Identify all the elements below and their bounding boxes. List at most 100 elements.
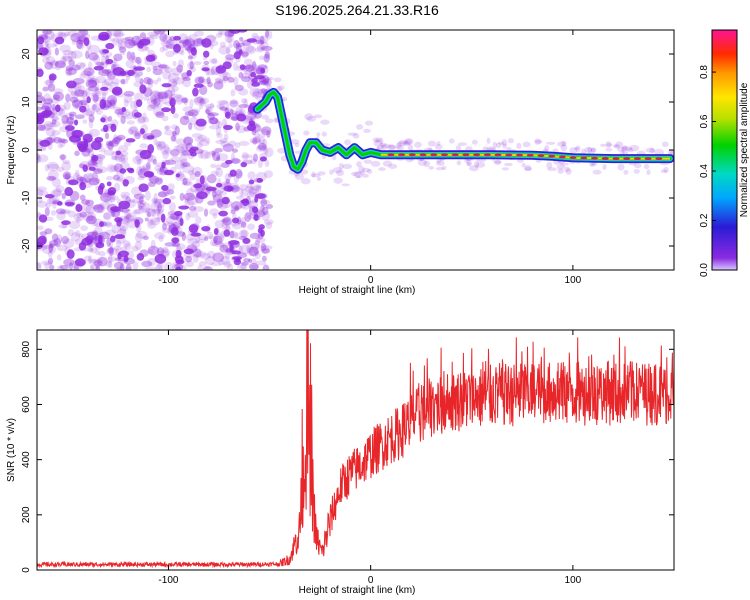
noise-blob	[152, 65, 158, 71]
noise-blob	[153, 30, 166, 35]
noise-blob	[222, 61, 232, 70]
noise-blob	[117, 43, 126, 50]
noise-blob	[86, 231, 98, 237]
noise-blob	[37, 190, 49, 196]
top-y-tick-label: 10	[21, 96, 32, 108]
noise-blob	[82, 211, 94, 222]
noise-blob	[168, 202, 177, 212]
noise-blob	[256, 144, 268, 150]
noise-blobs	[37, 30, 674, 270]
noise-blob	[175, 44, 184, 55]
noise-blob	[60, 154, 65, 162]
noise-blob	[184, 36, 192, 42]
noise-blob	[245, 45, 257, 55]
noise-blob	[57, 234, 63, 243]
noise-blob	[37, 186, 47, 192]
noise-blob	[95, 185, 100, 191]
noise-blob	[427, 140, 437, 147]
noise-blob	[75, 203, 83, 213]
ridge-peak	[612, 157, 620, 161]
noise-blob	[209, 208, 219, 216]
noise-blob	[97, 61, 109, 69]
noise-blob	[266, 84, 272, 90]
noise-blob	[77, 261, 85, 268]
noise-blob	[225, 248, 232, 253]
noise-blob	[234, 142, 241, 149]
noise-blob	[241, 160, 253, 165]
noise-blob	[150, 201, 159, 212]
noise-blob	[300, 178, 311, 185]
noise-blob	[621, 145, 627, 152]
noise-blob	[211, 188, 216, 194]
noise-blob	[229, 243, 234, 253]
noise-blob	[234, 205, 240, 212]
noise-blob	[44, 228, 53, 235]
noise-blob	[218, 100, 230, 111]
noise-blob	[132, 209, 144, 215]
noise-blob	[192, 113, 197, 119]
noise-blob	[147, 97, 153, 107]
noise-blob	[143, 55, 156, 62]
noise-blob	[170, 156, 181, 163]
noise-blob	[661, 141, 669, 147]
noise-blob	[96, 154, 105, 162]
noise-blob	[214, 147, 223, 153]
noise-blob	[145, 46, 150, 52]
noise-blob	[246, 246, 258, 257]
noise-blob	[94, 88, 101, 94]
noise-blob	[203, 208, 209, 217]
noise-blob	[91, 154, 99, 162]
noise-blob	[61, 120, 74, 127]
noise-blob	[97, 166, 108, 174]
noise-blob	[169, 93, 182, 99]
noise-blob	[260, 242, 267, 252]
noise-blob	[162, 197, 172, 205]
noise-blob	[66, 249, 75, 260]
noise-blob	[65, 65, 73, 72]
noise-blob	[134, 73, 140, 83]
noise-blob	[68, 179, 79, 186]
noise-blob	[103, 211, 112, 221]
noise-blob	[232, 61, 238, 71]
noise-blob	[335, 169, 345, 177]
noise-blob	[123, 93, 133, 104]
noise-blob	[141, 207, 153, 214]
noise-blob	[74, 230, 81, 237]
colorbar-tick-label: 0.8	[699, 65, 710, 79]
noise-blob	[69, 113, 75, 121]
noise-blob	[435, 166, 445, 171]
noise-blob	[37, 68, 44, 78]
noise-blob	[192, 87, 199, 97]
noise-blob	[251, 91, 262, 99]
noise-blob	[363, 159, 373, 164]
noise-blob	[199, 97, 210, 105]
noise-blob	[64, 125, 75, 131]
noise-blob	[63, 238, 75, 249]
noise-blob	[79, 105, 87, 113]
noise-blob	[42, 102, 52, 110]
noise-blob	[188, 66, 197, 73]
noise-blob	[65, 180, 75, 186]
noise-blob	[192, 38, 204, 47]
noise-blob	[398, 140, 409, 145]
noise-blob	[250, 63, 258, 73]
noise-blob	[139, 143, 148, 149]
noise-blob	[294, 173, 305, 180]
noise-blob	[214, 78, 224, 85]
noise-blob	[121, 194, 129, 200]
noise-blob	[100, 114, 108, 123]
noise-blob	[212, 213, 218, 219]
noise-blob	[111, 86, 123, 96]
noise-blob	[45, 56, 56, 65]
noise-blob	[250, 242, 260, 251]
noise-blob	[233, 39, 240, 49]
noise-blob	[181, 72, 189, 79]
ridge-peak	[398, 153, 406, 157]
noise-blob	[40, 105, 50, 111]
noise-blob	[45, 43, 57, 48]
noise-blob	[124, 266, 133, 270]
noise-blob	[162, 246, 169, 254]
noise-blob	[78, 233, 84, 240]
noise-blob	[90, 264, 95, 270]
noise-blob	[263, 148, 269, 155]
